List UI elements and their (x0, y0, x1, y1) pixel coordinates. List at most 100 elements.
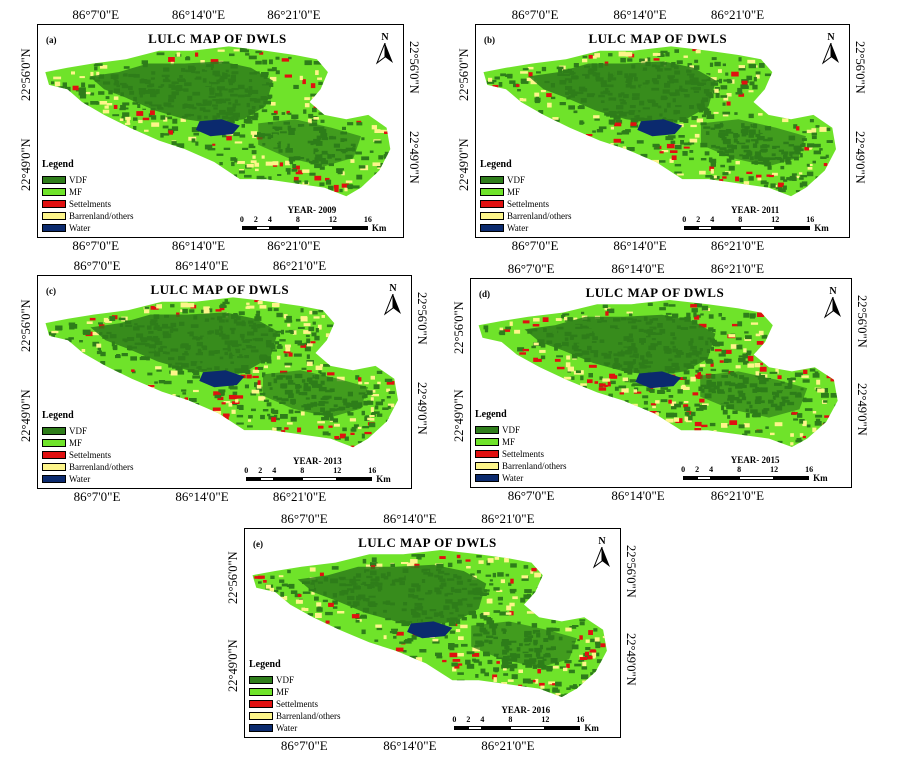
legend-label: MF (69, 437, 83, 448)
legend-item: Barrenland/others (249, 710, 340, 721)
water-body (195, 119, 240, 137)
legend-item: VDF (475, 424, 566, 435)
legend-label: Settelments (502, 448, 544, 459)
legend-swatch (42, 450, 66, 459)
north-label: N (381, 32, 389, 43)
water-body (635, 371, 682, 389)
legend: Legend VDF MF Settelments Barrenland/others W… (249, 659, 340, 734)
scale-segment (684, 226, 699, 230)
legend-label: VDF (507, 174, 526, 185)
legend-label: Barrenland/others (276, 710, 341, 721)
legend-swatch (475, 461, 499, 470)
map-frame: (d) LULC MAP OF DWLS N Legend VDF MF Settelmen… (470, 278, 852, 488)
legend: Legend VDF MF Settelments Barrenland/others W… (42, 159, 133, 234)
longitude-label-bottom: 86°14'0"E (613, 238, 667, 253)
legend-label: Water (69, 473, 91, 484)
legend-swatch (42, 175, 66, 184)
north-arrow: N (823, 287, 843, 321)
legend-label: MF (502, 436, 516, 447)
latitude-label-right: 22°56'0"N (855, 294, 869, 348)
legend-label: VDF (276, 674, 295, 685)
legend-item: VDF (249, 674, 340, 685)
north-arrow-icon (821, 42, 839, 65)
map-frame: (b) LULC MAP OF DWLS N Legend VDF MF Settelmen… (475, 24, 850, 238)
panel-label: (c) (46, 286, 56, 296)
legend-swatch (42, 426, 66, 435)
north-label: N (829, 286, 837, 297)
legend-item: VDF (42, 174, 133, 185)
longitude-label-top: 86°21'0"E (267, 7, 321, 22)
panel-label: (b) (484, 35, 495, 45)
scale-segment (297, 226, 333, 230)
longitude-label-top: 86°14'0"E (613, 7, 667, 22)
legend-title: Legend (42, 410, 74, 421)
map-title: LULC MAP OF DWLS (588, 31, 728, 46)
latitude-label-left: 22°49'0"N (226, 639, 240, 692)
latitude-label-left: 22°56'0"N (19, 299, 33, 353)
scale-tick: 0 (452, 715, 457, 724)
longitude-label-top: 86°21'0"E (481, 511, 535, 526)
legend-swatch (249, 675, 273, 684)
longitude-label-top: 86°21'0"E (710, 7, 765, 22)
longitude-label-bottom: 86°21'0"E (272, 489, 327, 504)
year-label: YEAR- 2013 (293, 456, 342, 466)
scale-tick: 2 (466, 715, 471, 724)
scale-segment (712, 226, 741, 230)
scale-segment (246, 477, 261, 481)
legend-item: MF (249, 686, 340, 697)
legend-item: Water (480, 222, 571, 233)
north-arrow: N (592, 537, 612, 571)
north-arrow-icon (375, 42, 393, 65)
legend-label: Barrenland/others (69, 210, 134, 221)
scale-bar: 0 2 4 8 12 16 Km (682, 215, 849, 237)
north-arrow-icon (823, 296, 841, 319)
north-arrow-icon (383, 293, 401, 316)
legend-item: Water (249, 722, 340, 733)
latitude-label-left: 22°56'0"N (19, 48, 33, 102)
scale-segment (698, 226, 713, 230)
latitude-label-right: 22°49'0"N (855, 383, 869, 436)
legend-label: MF (276, 686, 290, 697)
map-title: LULC MAP OF DWLS (148, 31, 287, 46)
vdf-region (528, 61, 716, 124)
scale-tick: 12 (770, 465, 779, 474)
longitude-label-bottom: 86°14'0"E (175, 489, 229, 504)
scale-tick: 4 (272, 466, 277, 475)
scale-segment (482, 726, 511, 730)
latitude-label-left: 22°56'0"N (226, 550, 240, 604)
scale-bar: 0 2 4 8 12 16 Km (244, 466, 411, 488)
year-label: YEAR- 2015 (730, 455, 780, 465)
latitude-label-left: 22°56'0"N (457, 48, 471, 102)
legend-swatch (475, 425, 499, 434)
legend: Legend VDF MF Settelments Barrenland/others W… (42, 410, 133, 485)
latitude-label-left: 22°49'0"N (19, 138, 33, 191)
legend-swatch (42, 474, 66, 483)
longitude-label-top: 86°7'0"E (280, 511, 328, 526)
legend-title: Legend (475, 409, 507, 420)
scale-tick: 4 (480, 715, 485, 724)
legend-item: Settelments (475, 448, 566, 459)
longitude-label-top: 86°14'0"E (383, 511, 437, 526)
vdf-region (90, 312, 278, 375)
scale-segment (545, 726, 581, 730)
scale-bar: 0 2 4 8 12 16 Km (452, 715, 620, 737)
latitude-label-right: 22°56'0"N (624, 544, 638, 598)
lulc-map (45, 46, 391, 197)
legend-label: Barrenland/others (69, 461, 134, 472)
panel-label: (d) (479, 289, 490, 299)
scale-segment (711, 476, 740, 480)
legend-swatch (249, 699, 273, 708)
scale-unit: Km (814, 223, 829, 233)
scale-segment (697, 476, 712, 480)
scale-tick: 0 (239, 215, 244, 224)
latitude-label-left: 22°49'0"N (452, 389, 466, 442)
longitude-label-bottom: 86°14'0"E (383, 738, 437, 753)
vdf-region (89, 61, 273, 124)
latitude-label-right: 22°49'0"N (853, 131, 867, 184)
latitude-label-right: 22°56'0"N (853, 41, 867, 94)
scale-unit: Km (376, 474, 391, 484)
scale-tick: 8 (738, 215, 743, 224)
legend-swatch (249, 687, 273, 696)
latitude-label-left: 22°56'0"N (452, 300, 466, 354)
legend-item: Settelments (42, 449, 133, 460)
